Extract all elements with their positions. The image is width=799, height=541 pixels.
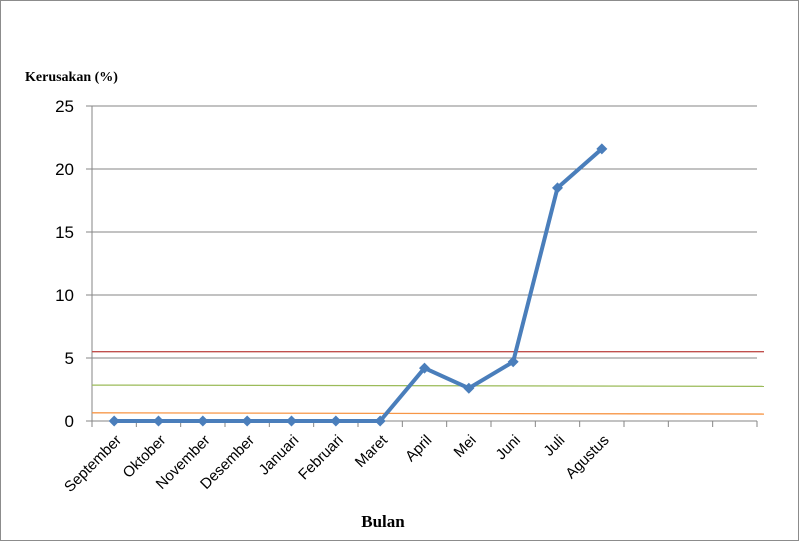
x-tick-label: Agustus	[562, 432, 612, 482]
data-point-marker	[241, 415, 253, 427]
x-tick-label: Mei	[451, 432, 480, 461]
axes	[86, 105, 758, 427]
data-point-marker	[153, 415, 164, 427]
data-point-marker	[330, 415, 342, 427]
x-tick-label: April	[402, 432, 435, 465]
y-tick-label: 0	[65, 412, 74, 431]
reference-line	[91, 412, 765, 415]
y-tick-label: 10	[55, 286, 74, 305]
y-axis-label: Kerusakan (%)	[25, 70, 118, 85]
y-tick-labels: 0 5 10 15 20 25	[55, 97, 74, 431]
y-tick-label: 20	[55, 160, 74, 179]
data-point-marker	[374, 415, 386, 427]
data-point-marker	[552, 182, 563, 194]
data-point-marker	[507, 356, 519, 368]
x-tick-label: Juni	[493, 432, 524, 463]
data-point-marker	[463, 382, 475, 394]
reference-lines	[91, 351, 765, 415]
data-point-marker	[286, 415, 297, 427]
series-group	[108, 143, 608, 427]
gridlines	[92, 105, 757, 359]
data-point-marker	[596, 143, 608, 155]
x-tick-label: September	[61, 432, 125, 496]
y-tick-label: 25	[55, 97, 74, 116]
reference-line	[91, 384, 765, 388]
data-point-marker	[108, 415, 120, 427]
data-point-marker	[419, 362, 430, 374]
x-tick-label: Februari	[295, 432, 347, 484]
series-line	[112, 146, 604, 423]
x-tick-label: Maret	[352, 431, 392, 471]
x-tick-labels: SeptemberOktoberNovemberDesemberJanuariF…	[61, 431, 613, 495]
data-point-marker	[197, 415, 209, 427]
x-tick-label: Juli	[540, 432, 568, 460]
x-axis-label: Bulan	[361, 512, 405, 531]
y-tick-label: 15	[55, 223, 74, 242]
y-tick-label: 5	[65, 349, 74, 368]
